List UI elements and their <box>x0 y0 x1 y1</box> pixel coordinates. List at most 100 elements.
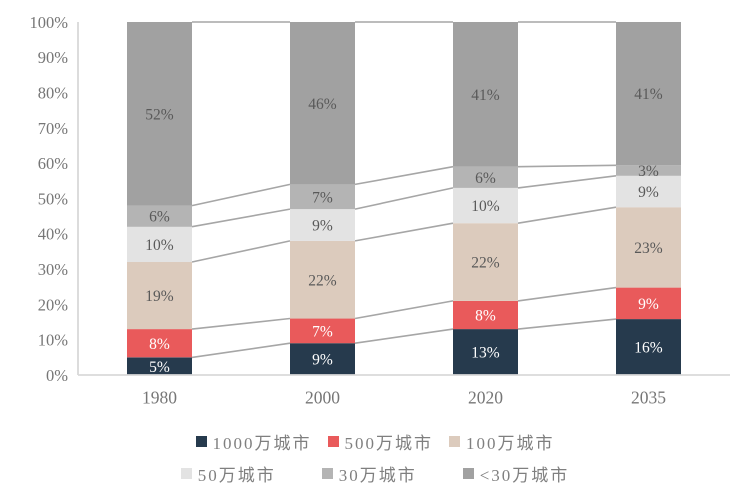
bar-segment <box>290 22 355 185</box>
connector-line <box>191 240 291 263</box>
legend-label: <30万城市 <box>479 466 570 485</box>
legend-swatch-icon <box>195 436 207 447</box>
bar-segment <box>616 319 681 375</box>
x-category-label: 2035 <box>631 387 666 407</box>
legend-label: 100万城市 <box>466 434 555 453</box>
legend-label: 30万城市 <box>338 466 417 485</box>
y-tick-label: 50% <box>38 189 69 208</box>
bar-segment-label: 22% <box>308 272 337 289</box>
legend-row: 1000万城市 500万城市 100万城市 <box>195 429 555 454</box>
bar-segment <box>290 343 355 375</box>
bar-segment-label: 9% <box>312 352 333 369</box>
legend-label: 500万城市 <box>344 434 433 453</box>
chart-plot-area: 5% 8% 19% 10% 6% 52% 9% 7% 22% 9% 7% 46% 13% 8% 22% 10%… <box>30 13 730 407</box>
bar-segment-label: 9% <box>638 184 659 201</box>
bar-segment-label: 9% <box>312 218 333 235</box>
bar-segment-label: 23% <box>634 240 663 257</box>
connector-line <box>517 286 617 302</box>
legend-item: 100万城市 <box>449 429 555 454</box>
y-tick-label: 40% <box>38 225 69 244</box>
bar-segment-label: 9% <box>638 296 659 313</box>
legend-swatch-icon <box>327 436 339 447</box>
bar-segment-label: 10% <box>145 237 174 254</box>
bar-segment-label: 41% <box>634 86 663 103</box>
bar-segment <box>453 329 518 375</box>
bar-segment <box>290 209 355 241</box>
y-tick-label: 70% <box>38 119 69 138</box>
legend-row: 50万城市 30万城市 <30万城市 <box>180 461 570 486</box>
legend-item: 1000万城市 <box>195 429 312 454</box>
y-tick-label: 30% <box>38 260 69 279</box>
legend-item: 500万城市 <box>327 429 434 454</box>
connector-line <box>191 208 291 228</box>
bar-segment-label: 52% <box>145 106 174 123</box>
x-category-label: 1980 <box>142 387 177 407</box>
bar-segment-label: 7% <box>312 323 333 340</box>
legend-item: 50万城市 <box>180 461 276 486</box>
legend-item: 30万城市 <box>321 461 417 486</box>
bar-segment <box>616 207 681 288</box>
connector-line <box>191 342 291 359</box>
bar-segment <box>616 165 681 176</box>
connector-line <box>191 317 291 330</box>
y-tick-label: 20% <box>38 295 69 314</box>
connector-line <box>354 300 454 320</box>
bar-segment-label: 5% <box>149 359 170 376</box>
legend-swatch-icon <box>180 468 192 479</box>
connector-line <box>354 187 454 210</box>
bar-segment <box>616 175 681 208</box>
connector-line <box>517 206 617 224</box>
bar-segment <box>453 223 518 301</box>
bar-segment-label: 10% <box>471 198 500 215</box>
legend-label: 1000万城市 <box>212 434 312 453</box>
legend-swatch-icon <box>321 468 333 479</box>
connector-line <box>517 175 617 189</box>
x-category-label: 2020 <box>468 387 503 407</box>
bar-segment <box>290 318 355 344</box>
bar-segment-label: 6% <box>149 209 170 226</box>
bar-segment <box>453 187 518 224</box>
bar-segment-label: 8% <box>475 308 496 325</box>
bar-segment <box>127 226 192 262</box>
bar-segment-label: 19% <box>145 288 174 305</box>
bar-segment-label: 22% <box>471 255 500 272</box>
connector-line <box>517 318 617 330</box>
bar-segment <box>127 22 192 206</box>
bar-segment-label: 41% <box>471 87 500 104</box>
bar-segment <box>453 166 518 188</box>
bar-segment-label: 7% <box>312 189 333 206</box>
bar-segment <box>616 287 681 320</box>
bar-segment <box>127 329 192 358</box>
bar-segment <box>290 184 355 210</box>
bar-segment <box>616 22 681 166</box>
bar-segment <box>290 240 355 319</box>
legend-label: 50万城市 <box>197 466 276 485</box>
bar-segment <box>127 357 192 375</box>
bar-segment-label: 8% <box>149 336 170 353</box>
y-tick-label: 60% <box>38 154 69 173</box>
legend: 1000万城市 500万城市 100万城市 50万城市 30万城市 <30万城市 <box>0 429 750 486</box>
bar-segment <box>453 300 518 330</box>
bar-segment-label: 16% <box>634 340 663 357</box>
bar-segment <box>453 22 518 167</box>
bar-segment-label: 3% <box>638 163 659 180</box>
y-tick-label: 100% <box>30 13 69 32</box>
bar-segment-label: 46% <box>308 96 337 113</box>
y-tick-label: 80% <box>38 84 69 103</box>
y-tick-label: 0% <box>46 366 68 385</box>
y-tick-label: 10% <box>38 331 69 350</box>
bar-segment-label: 6% <box>475 170 496 187</box>
connector-line <box>354 222 454 242</box>
bar-segment <box>127 262 192 330</box>
connector-line <box>354 328 454 344</box>
connector-line <box>354 165 454 186</box>
y-tick-label: 90% <box>38 48 69 67</box>
x-category-label: 2000 <box>305 387 340 407</box>
legend-swatch-icon <box>462 468 474 479</box>
bar-segment-label: 13% <box>471 345 500 362</box>
legend-item: <30万城市 <box>462 461 570 486</box>
bar-segment <box>127 205 192 227</box>
connector-line <box>517 164 617 168</box>
legend-swatch-icon <box>449 436 460 447</box>
